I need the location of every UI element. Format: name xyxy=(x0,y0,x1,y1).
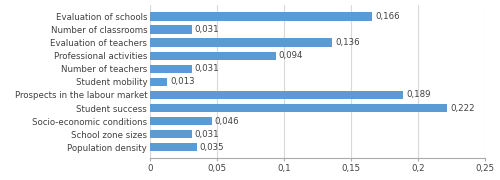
Bar xyxy=(150,91,404,99)
Bar xyxy=(150,65,192,73)
Text: 0,013: 0,013 xyxy=(170,77,194,86)
Text: 0,046: 0,046 xyxy=(214,117,239,126)
Text: 0,031: 0,031 xyxy=(194,64,219,73)
Bar xyxy=(150,78,168,86)
Text: 0,035: 0,035 xyxy=(200,143,224,152)
Text: 0,094: 0,094 xyxy=(278,51,303,60)
Bar xyxy=(150,130,192,138)
Text: 0,166: 0,166 xyxy=(375,12,400,21)
Bar xyxy=(150,12,372,21)
Text: 0,222: 0,222 xyxy=(450,103,475,112)
Bar xyxy=(150,104,448,112)
Bar xyxy=(150,117,212,125)
Bar xyxy=(150,39,332,47)
Bar xyxy=(150,143,197,151)
Text: 0,189: 0,189 xyxy=(406,91,430,100)
Text: 0,031: 0,031 xyxy=(194,130,219,139)
Bar xyxy=(150,25,192,34)
Bar xyxy=(150,51,276,60)
Text: 0,031: 0,031 xyxy=(194,25,219,34)
Text: 0,136: 0,136 xyxy=(335,38,359,47)
